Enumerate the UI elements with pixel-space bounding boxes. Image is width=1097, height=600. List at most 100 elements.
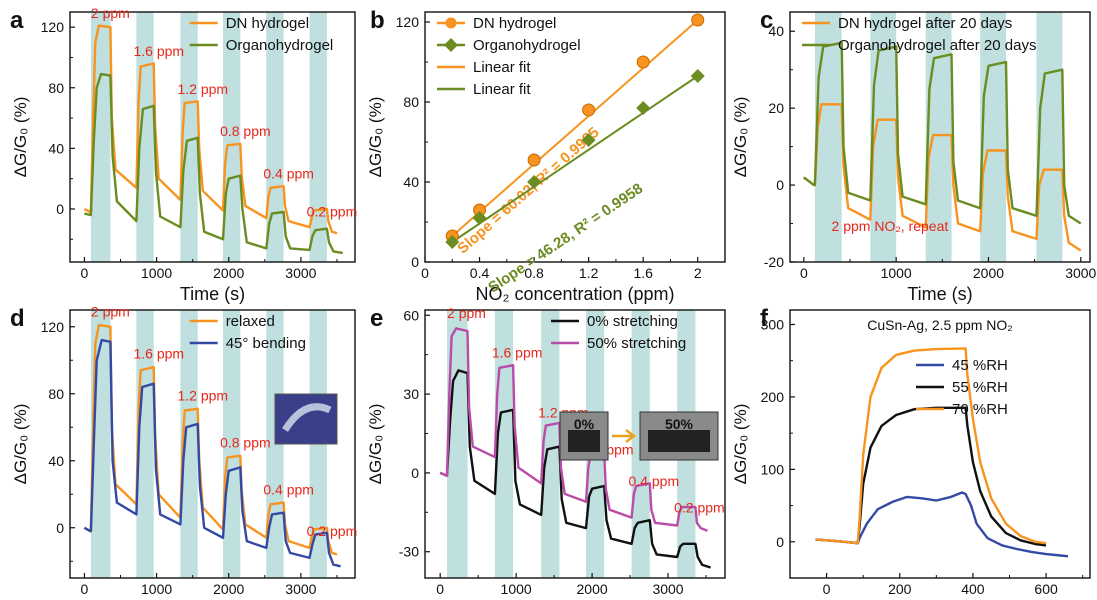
y-axis-label: ΔG/G₀ (%): [366, 97, 385, 178]
y-tick-label: 0: [56, 520, 64, 536]
fit-line: [451, 19, 699, 237]
x-tick-label: 1.6: [633, 265, 653, 281]
annotation-label: 0.4 ppm: [263, 166, 314, 182]
x-tick-label: 3000: [285, 581, 316, 597]
legend-label: Linear fit: [473, 59, 531, 76]
x-tick-label: 2000: [973, 265, 1004, 281]
series-line: [815, 491, 1069, 558]
shaded-interval: [447, 310, 468, 578]
shaded-interval: [222, 310, 241, 578]
fit-line: [451, 75, 699, 243]
x-tick-label: 2000: [577, 581, 608, 597]
x-tick-label: 0: [436, 581, 444, 597]
x-axis-label: Time (s): [907, 284, 972, 304]
legend-label: 0% stretching: [587, 313, 678, 330]
y-axis-label: ΔG/G₀ (%): [731, 404, 750, 485]
series-line: [815, 347, 1047, 545]
bending-photo: [274, 393, 338, 445]
shaded-interval: [925, 12, 952, 262]
photo-content: [568, 430, 600, 452]
shaded-interval: [180, 310, 198, 578]
y-tick-label: 80: [48, 386, 64, 402]
x-tick-label: 0: [800, 265, 808, 281]
panel-label: e: [370, 305, 383, 332]
plot-frame: [424, 11, 726, 263]
panel-label: d: [10, 305, 25, 332]
annotation-label: 0.4 ppm: [629, 473, 680, 489]
panel-b: 0 0.4 0.8 1.2 1.6 2 0 40 80 120 NO₂ concentration …: [366, 7, 726, 304]
photo-content: [648, 430, 710, 452]
shaded-interval: [541, 310, 560, 578]
x-tick-label: 0.8: [524, 265, 544, 281]
y-tick-label: -30: [399, 544, 419, 560]
x-tick-label: 0: [81, 265, 89, 281]
shaded-interval: [980, 12, 1006, 262]
annotation-label: 0.8 ppm: [220, 434, 271, 450]
y-tick-label: 40: [48, 140, 64, 156]
plot-frame: [69, 11, 356, 263]
legend-label: Organohydrogel after 20 days: [838, 37, 1036, 54]
data-point: [527, 153, 541, 167]
y-axis-label: ΔG/G₀ (%): [366, 404, 385, 485]
annotation-label: 1.6 ppm: [133, 346, 184, 362]
chart-title: CuSn-Ag, 2.5 ppm NO₂: [867, 317, 1013, 333]
x-tick-label: 2000: [213, 581, 244, 597]
data-point: [636, 55, 650, 69]
y-tick-label: 40: [48, 453, 64, 469]
series-line: [439, 369, 711, 569]
y-tick-label: 200: [761, 389, 785, 405]
legend-marker: [445, 17, 457, 29]
legend-label: relaxed: [226, 313, 275, 330]
series-line: [815, 406, 1047, 547]
annotation-label: 0.2 ppm: [307, 204, 358, 220]
legend-label: 45° bending: [226, 335, 306, 352]
x-tick-label: 1000: [141, 265, 172, 281]
shaded-interval: [814, 12, 842, 262]
annotation-label: 0.8 ppm: [220, 123, 271, 139]
y-tick-label: 0: [776, 177, 784, 193]
y-axis-label: ΔG/G₀ (%): [11, 97, 30, 178]
x-tick-label: 400: [961, 581, 985, 597]
legend-label: DN hydrogel: [226, 15, 309, 32]
x-tick-label: 0: [421, 265, 429, 281]
panel-f: 02004006000100200300Time (s)ΔG/G₀ (%)fCu…: [731, 305, 1091, 597]
data-point: [527, 175, 542, 189]
legend-label: DN hydrogel after 20 days: [838, 15, 1012, 32]
panel-c: 0 1000 2000 3000 -20 0 20 40 Time (s) ΔG/G₀ (%) c 2…: [731, 7, 1097, 304]
plot-frame: [789, 309, 1091, 579]
legend-label: 50% stretching: [587, 335, 686, 352]
photo-caption: 50%: [665, 416, 694, 432]
series-line: [83, 24, 338, 235]
x-tick-label: 3000: [1065, 265, 1096, 281]
x-tick-label: 3000: [652, 581, 683, 597]
legend-label: Organohydrogel: [473, 37, 581, 54]
photo-content: [282, 403, 332, 432]
shaded-interval: [180, 12, 198, 262]
y-tick-label: 40: [403, 174, 419, 190]
y-axis-label: ΔG/G₀ (%): [731, 97, 750, 178]
annotation-label: 1.2 ppm: [178, 81, 229, 97]
y-tick-label: 20: [768, 100, 784, 116]
y-tick-label: 60: [403, 307, 419, 323]
y-axis-label: ΔG/G₀ (%): [11, 404, 30, 485]
series-line: [83, 338, 341, 568]
shaded-interval: [309, 12, 327, 262]
stretching-photos: 0% 50%: [559, 411, 719, 461]
annotation-label: 2 ppm: [91, 304, 130, 320]
y-tick-label: 120: [41, 319, 65, 335]
data-point: [690, 69, 705, 83]
x-axis-label: NO₂ concentration (ppm): [475, 284, 674, 304]
y-tick-label: 30: [403, 386, 419, 402]
legend-label: Linear fit: [473, 81, 531, 98]
data-point: [582, 103, 596, 117]
legend-label: DN hydrogel: [473, 15, 556, 32]
y-tick-label: 0: [411, 254, 419, 270]
legend-label: 45 %RH: [952, 357, 1008, 374]
shaded-interval: [1036, 12, 1063, 262]
x-tick-label: 2: [694, 265, 702, 281]
x-tick-label: 3000: [285, 265, 316, 281]
y-tick-label: 0: [411, 465, 419, 481]
x-tick-label: 0: [81, 581, 89, 597]
